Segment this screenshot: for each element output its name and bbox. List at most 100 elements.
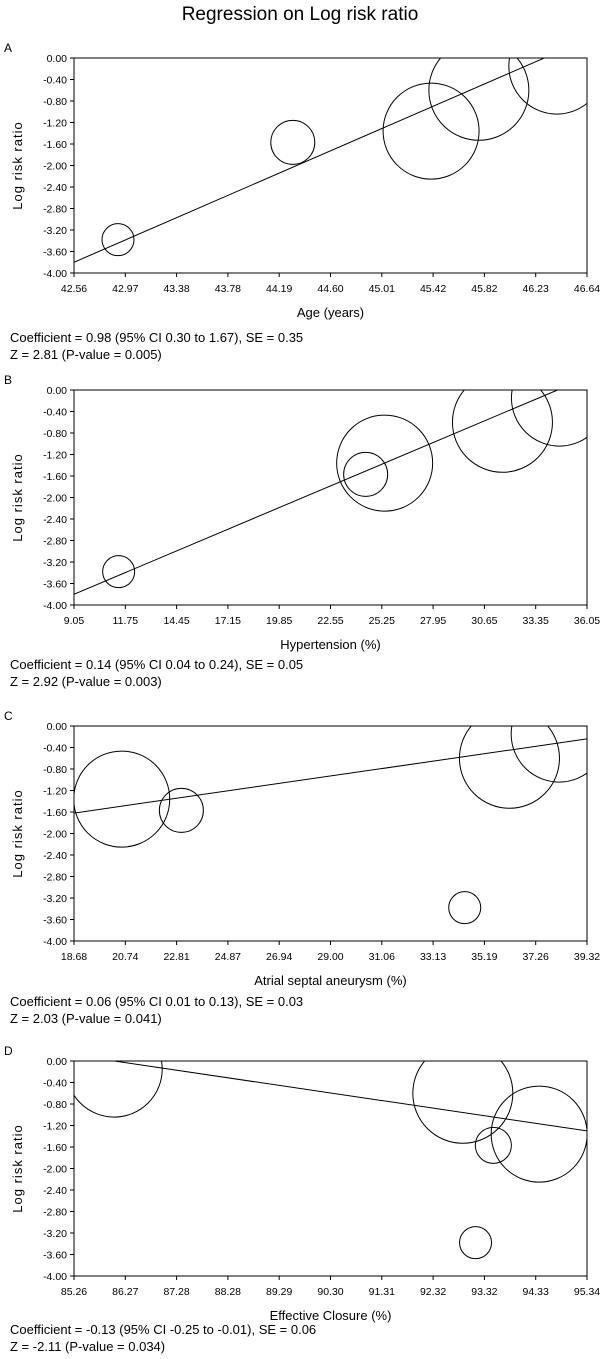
- panel-d-y-tick-label: -1.20: [43, 1121, 67, 1133]
- panel-b-x-tick-label: 9.05: [64, 615, 85, 627]
- panel-c-chart: C 0.00 -0.40 -0.80 -1.20 -1.60 -2.00 -2.40 -2.80…: [4, 709, 600, 988]
- panel-c-y-tick-label: -0.80: [43, 764, 67, 776]
- panel-d-x-tick-label: 95.34: [574, 1286, 600, 1298]
- panel-a-y-tick-label: -0.80: [43, 96, 67, 108]
- panel-a-chart: A 0.00 -0.40 -0.80 -1.20 -1.60 -2.00 -2.40 -2.80…: [4, 41, 600, 320]
- panel-c-coefficient: Coefficient = 0.06 (95% CI 0.01 to 0.13)…: [10, 994, 304, 1009]
- panel-d-letter: D: [4, 1044, 13, 1058]
- panel-c-study-bubble: [158, 787, 204, 833]
- panel-a-x-tick-label: 46.64: [574, 283, 600, 295]
- panel-c-study-bubble: [74, 750, 171, 848]
- panel-d-study-bubble: [459, 1226, 493, 1260]
- panel-a-stats: Coefficient = 0.98 (95% CI 0.30 to 1.67)…: [10, 329, 303, 363]
- panel-d-x-tick-label: 91.31: [369, 1286, 395, 1298]
- panel-a-study-bubble: [101, 223, 135, 257]
- panel-a-y-tick-label: -2.80: [43, 204, 67, 216]
- panel-a-data: [74, 58, 587, 263]
- panel-a-z-value: Z = 2.81 (P-value = 0.005): [10, 347, 162, 362]
- panel-c-x-tick-label: 22.81: [163, 951, 189, 963]
- panel-d-y-tick-label: -0.80: [43, 1099, 67, 1111]
- panel-a-study-bubble: [508, 58, 587, 115]
- panel-b-study-bubble: [102, 555, 136, 589]
- panel-d-regression-line: [114, 1061, 587, 1132]
- panel-c-y-tick-label: -3.60: [43, 915, 67, 927]
- panel-a-x-tick-label: 44.19: [266, 283, 292, 295]
- panel-a-x-tick-label: 43.78: [215, 283, 241, 295]
- panel-b-y-tick-label: 0.00: [47, 385, 68, 397]
- panel-d-study-bubble: [74, 1061, 163, 1118]
- panel-c-plot-frame: [73, 725, 588, 942]
- panel-a-y-tick-label: -4.00: [43, 268, 67, 280]
- panel-c-study-bubble: [458, 726, 560, 809]
- panel-a-x-tick-label: 42.97: [112, 283, 138, 295]
- panel-c-y-tick-label: -1.20: [43, 786, 67, 798]
- panel-d-y-tick-label: -1.60: [43, 1142, 67, 1154]
- panel-c-y-tick-label: -4.00: [43, 936, 67, 948]
- panel-c-y-tick-label: -3.20: [43, 893, 67, 905]
- panel-a-x-tick-label: 44.60: [317, 283, 343, 295]
- panel-b-letter: B: [4, 373, 12, 387]
- panel-b-x-axis-label: Hypertension (%): [280, 637, 380, 652]
- panel-a-y-tick-label: 0.00: [47, 53, 68, 65]
- panel-c-regression-line: [74, 738, 587, 814]
- panel-d-x-tick-label: 88.28: [215, 1286, 241, 1298]
- panel-d-chart: D 0.00 -0.40 -0.80 -1.20 -1.60 -2.00 -2.40 -2.80…: [4, 1044, 600, 1323]
- panel-d-stats: Coefficient = -0.13 (95% CI -0.25 to -0.…: [10, 1321, 316, 1355]
- panel-c-y-tick-label: -1.60: [43, 807, 67, 819]
- panel-c-y-tick-label: -2.40: [43, 850, 67, 862]
- panel-b-y-tick-label: -1.20: [43, 450, 67, 462]
- panel-d-study-bubble: [474, 1126, 512, 1164]
- panel-c-y-tick-label: 0.00: [47, 721, 68, 733]
- panel-b-y-tick-label: -3.20: [43, 557, 67, 569]
- panel-c-x-tick-label: 20.74: [112, 951, 138, 963]
- panel-b-y-tick-label: -3.60: [43, 579, 67, 591]
- panel-b-study-bubble: [343, 451, 389, 497]
- panel-a-x-axis-label: Age (years): [297, 305, 364, 320]
- panel-b-x-tick-label: 19.85: [266, 615, 292, 627]
- panel-c-stats: Coefficient = 0.06 (95% CI 0.01 to 0.13)…: [10, 993, 303, 1027]
- panel-b-y-tick-label: -2.40: [43, 514, 67, 526]
- panel-c-y-tick-label: -2.80: [43, 872, 67, 884]
- panel-c-x-tick-label: 35.19: [471, 951, 497, 963]
- panel-d-x-axis-label: Effective Closure (%): [270, 1308, 392, 1323]
- panel-d-data: [74, 1061, 587, 1260]
- panel-c-y-tick-label: -2.00: [43, 829, 67, 841]
- panel-b-x-tick-label: 30.65: [471, 615, 497, 627]
- panel-a-plot-frame: [73, 57, 588, 274]
- panel-b-study-bubble: [336, 414, 434, 512]
- panel-b-y-tick-label: -2.00: [43, 493, 67, 505]
- panel-d-y-tick-label: -2.00: [43, 1164, 67, 1176]
- panel-a-y-tick-label: -0.40: [43, 75, 67, 87]
- panel-d-coefficient: Coefficient = -0.13 (95% CI -0.25 to -0.…: [10, 1322, 317, 1337]
- panel-d-study-bubble: [490, 1085, 587, 1183]
- panel-c-x-tick-label: 33.13: [420, 951, 446, 963]
- panel-c-y-tick-label: -0.40: [43, 743, 67, 755]
- panel-b-y-tick-label: -0.40: [43, 407, 67, 419]
- panel-d-y-tick-label: 0.00: [47, 1056, 68, 1068]
- panel-b-plot-frame: [73, 389, 588, 606]
- panel-b-y-axis-label: Log risk ratio: [10, 453, 25, 541]
- panel-b-y-tick-label: -2.80: [43, 536, 67, 548]
- panel-c-x-tick-label: 31.06: [369, 951, 395, 963]
- panel-a-x-tick-label: 45.01: [369, 283, 395, 295]
- panel-c-x-tick-label: 18.68: [61, 951, 87, 963]
- panel-b-x-tick-label: 33.35: [523, 615, 549, 627]
- panel-a-letter: A: [4, 41, 12, 55]
- panel-a-x-tick-label: 46.23: [523, 283, 549, 295]
- panel-b-x-tick-label: 17.15: [215, 615, 241, 627]
- panel-a-y-tick-label: -3.20: [43, 225, 67, 237]
- page-title: Regression on Log risk ratio: [181, 4, 419, 25]
- panel-c-letter: C: [4, 709, 13, 723]
- panel-b-z-value: Z = 2.92 (P-value = 0.003): [10, 674, 162, 689]
- panel-c-x-tick-label: 29.00: [317, 951, 343, 963]
- panel-b-study-bubble: [451, 390, 553, 473]
- panel-a-x-tick-label: 45.42: [420, 283, 446, 295]
- panel-c-x-tick-label: 37.26: [523, 951, 549, 963]
- panel-d-x-tick-label: 90.30: [317, 1286, 343, 1298]
- panel-d-study-bubble: [412, 1061, 514, 1144]
- panel-c-x-tick-label: 24.87: [215, 951, 241, 963]
- panel-a-study-bubble: [428, 58, 530, 141]
- panel-b-y-tick-label: -4.00: [43, 600, 67, 612]
- panel-b-chart: B 0.00 -0.40 -0.80 -1.20 -1.60 -2.00 -2.40 -2.80…: [4, 373, 600, 652]
